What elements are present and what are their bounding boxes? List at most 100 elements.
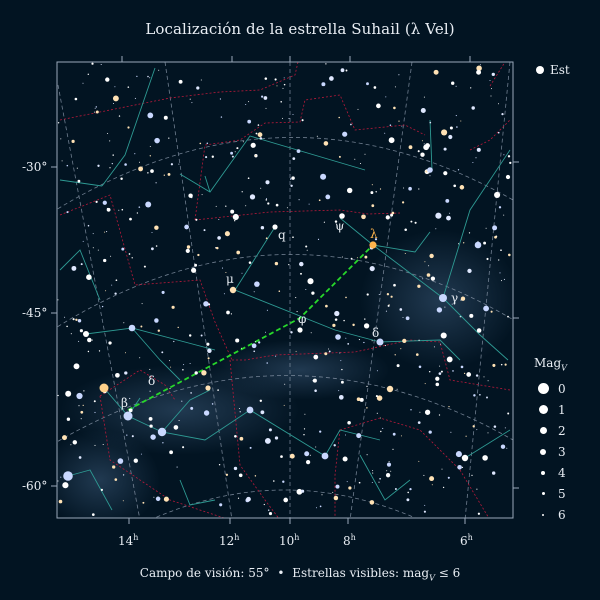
star [118,209,120,211]
star [190,392,192,394]
star [500,249,502,252]
star [230,151,234,155]
star [382,427,384,429]
star [145,201,152,208]
star [419,411,421,413]
star [423,143,425,145]
star [139,357,141,359]
star [58,499,63,504]
star [388,461,390,462]
star [460,120,462,122]
star [373,86,377,89]
magnitude-row: 2 [534,420,594,441]
star [163,174,165,176]
star [347,421,351,425]
star [124,352,127,354]
star [289,453,295,459]
star [237,497,240,499]
star [241,191,243,193]
star [147,172,149,174]
bright-star [205,385,211,391]
star [248,261,252,264]
star [121,247,125,251]
star [311,291,315,295]
bright-star [157,427,167,437]
star [234,434,237,438]
star [238,473,243,478]
star [290,331,293,334]
star [163,496,169,502]
star [104,231,106,233]
star [476,328,482,333]
star [452,370,454,372]
star [364,255,368,259]
star [506,447,508,449]
magnitude-row: 5 [534,483,594,504]
star [57,122,60,124]
star [201,194,203,196]
star [221,267,224,269]
star [425,170,428,173]
star [255,155,257,157]
star [334,220,338,223]
star [131,435,134,438]
star [341,256,343,258]
bright-star [63,471,73,481]
star [87,350,90,353]
target-marker-icon [536,66,544,74]
star [417,150,420,153]
star [94,444,96,446]
star [203,301,209,307]
footer-separator: • [277,566,285,580]
star [420,152,425,157]
star [324,352,328,356]
star [141,303,143,305]
star [87,337,92,343]
star [398,120,400,122]
star [66,164,69,167]
star [376,370,378,372]
star [408,186,412,191]
star [391,211,395,215]
coordinate-grid [57,62,513,518]
star [173,340,175,343]
star [435,228,437,230]
footer-visible-tail: ≤ 6 [434,566,461,580]
star [74,97,78,101]
star [343,319,345,322]
star [217,389,219,391]
star [274,436,279,440]
constellation-boundaries [59,62,511,518]
star [80,410,84,414]
star [260,187,262,189]
star [92,233,94,235]
star [126,434,128,436]
magnitude-dot-icon [541,492,545,496]
legend-target: Est [536,63,570,77]
star [492,363,496,367]
star [260,410,265,415]
star [451,303,453,305]
star [207,348,212,354]
star [445,198,450,203]
star [346,481,348,483]
star [129,217,132,221]
dec-label: -45° [22,306,48,320]
star [102,443,104,446]
star [71,139,75,144]
magnitude-value: 5 [558,486,566,501]
star [350,123,352,126]
star [310,332,312,334]
star [345,296,347,299]
bright-star [229,286,237,294]
star [371,482,373,483]
star [292,157,296,160]
star [418,365,422,369]
star [278,290,281,292]
star [171,305,175,309]
magnitude-dot-icon [540,448,546,455]
star [507,412,510,415]
star [352,323,355,327]
star [265,237,268,240]
star [158,69,160,71]
